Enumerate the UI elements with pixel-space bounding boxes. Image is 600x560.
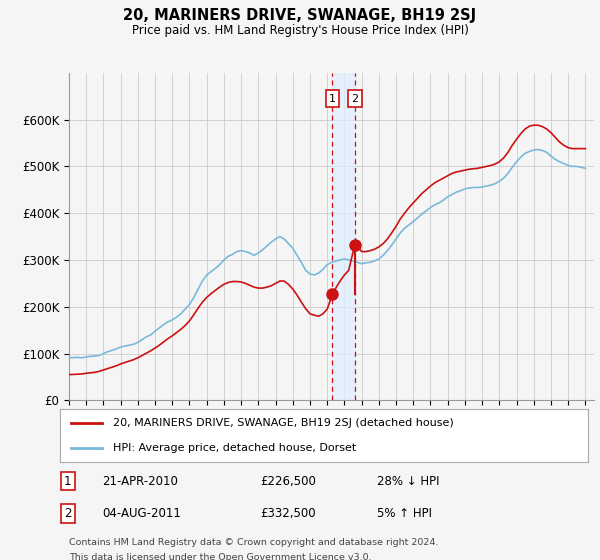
Text: 2: 2	[351, 94, 358, 104]
Text: 04-AUG-2011: 04-AUG-2011	[102, 507, 181, 520]
Text: 1: 1	[329, 94, 336, 104]
Text: 20, MARINERS DRIVE, SWANAGE, BH19 2SJ (detached house): 20, MARINERS DRIVE, SWANAGE, BH19 2SJ (d…	[113, 418, 454, 428]
Text: HPI: Average price, detached house, Dorset: HPI: Average price, detached house, Dors…	[113, 442, 356, 452]
Text: 5% ↑ HPI: 5% ↑ HPI	[377, 507, 432, 520]
Text: Contains HM Land Registry data © Crown copyright and database right 2024.: Contains HM Land Registry data © Crown c…	[69, 538, 439, 547]
Text: 21-APR-2010: 21-APR-2010	[102, 474, 178, 488]
Text: 1: 1	[64, 474, 71, 488]
Text: £226,500: £226,500	[260, 474, 317, 488]
Text: This data is licensed under the Open Government Licence v3.0.: This data is licensed under the Open Gov…	[69, 553, 371, 560]
Text: Price paid vs. HM Land Registry's House Price Index (HPI): Price paid vs. HM Land Registry's House …	[131, 24, 469, 36]
Text: 28% ↓ HPI: 28% ↓ HPI	[377, 474, 439, 488]
Bar	[332, 73, 355, 400]
Text: 20, MARINERS DRIVE, SWANAGE, BH19 2SJ: 20, MARINERS DRIVE, SWANAGE, BH19 2SJ	[124, 8, 476, 24]
Text: £332,500: £332,500	[260, 507, 316, 520]
Text: 2: 2	[64, 507, 71, 520]
